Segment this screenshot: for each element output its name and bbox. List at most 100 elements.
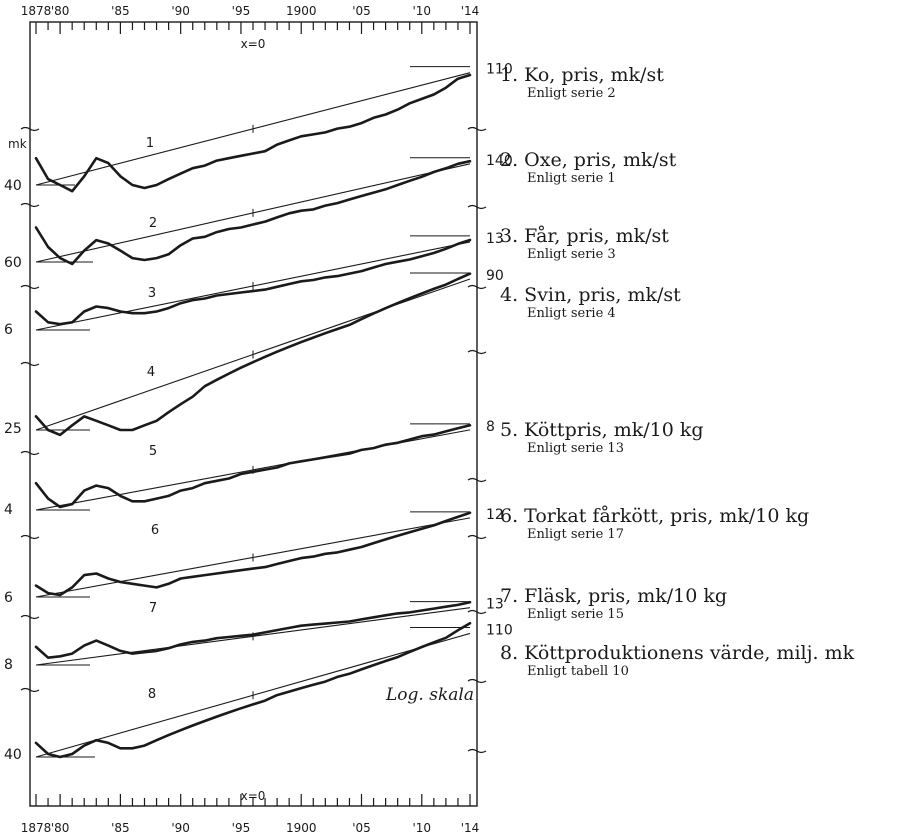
legend-title-3-text: Får, pris, mk/st (524, 225, 669, 247)
legend-title-6: 6. Torkat fårkött, pris, mk/10 kg (500, 505, 810, 527)
x-tick-label-top: '14 (461, 4, 480, 18)
legend-source-4: Enligt serie 4 (527, 306, 616, 321)
x-tick-label-bottom: '05 (352, 821, 371, 835)
right-value-8: 110 (486, 622, 513, 638)
right-break-tick (467, 678, 487, 684)
right-break-tick (467, 534, 487, 540)
right-value-7: 13 (486, 597, 504, 613)
series-number-4: 4 (147, 365, 155, 380)
x-tick-label-bottom: '90 (171, 821, 190, 835)
legend-item-7: 7. Fläsk, pris, mk/10 kg Enligt serie 15 (500, 585, 728, 623)
legend-title-4-text: Svin, pris, mk/st (524, 284, 681, 306)
right-value-4: 90 (486, 268, 504, 284)
legend-title-1-text: Ko, pris, mk/st (524, 64, 664, 86)
left-break-tick (20, 126, 40, 132)
legend-item-1: 1. Ko, pris, mk/st Enligt serie 2 (500, 64, 664, 102)
series-line-4 (34, 272, 472, 437)
left-value-6: 6 (4, 590, 13, 606)
right-break-tick (467, 284, 487, 290)
x-tick-label-bottom: 1878 (21, 821, 52, 835)
right-break-tick (467, 126, 487, 132)
left-break-tick (20, 687, 40, 693)
left-break-tick (20, 361, 40, 367)
legend-item-6: 6. Torkat fårkött, pris, mk/10 kg Enligt… (500, 505, 810, 543)
left-value-3: 6 (4, 322, 13, 338)
legend-item-4: 4. Svin, pris, mk/st Enligt serie 4 (500, 284, 681, 322)
left-break-tick (20, 202, 40, 208)
series-number-7: 7 (149, 601, 157, 616)
legend-source-5: Enligt serie 13 (527, 441, 624, 456)
x-tick-label-top: 1878 (21, 4, 52, 18)
right-break-tick (467, 204, 487, 210)
legend-source-8: Enligt tabell 10 (527, 664, 629, 679)
legend-title-8-text: Köttproduktionens värde, milj. mk (524, 642, 855, 664)
series-number-1: 1 (146, 136, 154, 151)
series-number-3: 3 (148, 286, 156, 301)
x-tick-label-bottom: '95 (232, 821, 251, 835)
x-tick-label-bottom: '14 (461, 821, 480, 835)
left-value-4: 25 (4, 421, 22, 437)
legend-title-4: 4. Svin, pris, mk/st (500, 284, 681, 306)
right-break-tick (467, 609, 487, 615)
series-number-2: 2 (149, 216, 157, 231)
left-value-7: 8 (4, 657, 13, 673)
legend-title-5: 5. Köttpris, mk/10 kg (500, 419, 704, 441)
right-value-1: 110 (486, 62, 513, 78)
legend-title-7-text: Fläsk, pris, mk/10 kg (524, 585, 728, 607)
legend-source-6: Enligt serie 17 (527, 527, 624, 542)
right-break-tick (467, 748, 487, 754)
legend-title-6-text: Torkat fårkött, pris, mk/10 kg (524, 505, 810, 527)
series-line-7 (34, 600, 472, 659)
unit-label: mk (8, 137, 27, 151)
legend-title-2: 2. Oxe, pris, mk/st (500, 149, 677, 171)
series-number-8: 8 (148, 687, 156, 702)
left-value-1: 40 (4, 178, 22, 194)
scale-note: Log. skala (385, 685, 474, 705)
right-value-6: 12 (486, 507, 504, 523)
legend-item-5: 5. Köttpris, mk/10 kg Enligt serie 13 (500, 419, 704, 457)
right-value-3: 13 (486, 231, 504, 247)
x-tick-label-bottom: '80 (51, 821, 70, 835)
legend-source-7: Enligt serie 15 (527, 607, 624, 622)
series-line-3 (34, 238, 472, 326)
series-line-1 (34, 73, 472, 193)
legend-item-2: 2. Oxe, pris, mk/st Enligt serie 1 (500, 149, 677, 187)
right-break-tick (467, 477, 487, 483)
legend-title-3: 3. Får, pris, mk/st (500, 225, 669, 247)
legend-title-1: 1. Ko, pris, mk/st (500, 64, 664, 86)
right-value-5: 8 (486, 419, 495, 435)
x-tick-label-top: '90 (171, 4, 190, 18)
series-number-5: 5 (149, 444, 157, 459)
legend-item-8: 8. Köttproduktionens värde, milj. mk Enl… (500, 642, 860, 680)
left-break-tick (20, 534, 40, 540)
x-tick-label-top: 1900 (286, 4, 317, 18)
left-break-tick (20, 284, 40, 290)
left-value-2: 60 (4, 255, 22, 271)
x-tick-label-top: '10 (412, 4, 431, 18)
left-value-5: 4 (4, 502, 13, 518)
legend-source-2: Enligt serie 1 (527, 171, 616, 186)
left-value-8: 40 (4, 747, 22, 763)
x-tick-label-top: '05 (352, 4, 371, 18)
legend-item-3: 3. Får, pris, mk/st Enligt serie 3 (500, 225, 669, 263)
legend-title-8: 8. Köttproduktionens värde, milj. mk (500, 642, 855, 664)
x-tick-label-bottom: '10 (412, 821, 431, 835)
left-break-tick (20, 614, 40, 620)
x-tick-label-top: '85 (111, 4, 130, 18)
legend-title-2-text: Oxe, pris, mk/st (524, 149, 677, 171)
x-tick-label-bottom: '85 (111, 821, 130, 835)
x-zero-label-top: x=0 (241, 37, 266, 51)
x-zero-label-bottom: x=0 (241, 789, 266, 803)
legend-source-1: Enligt serie 2 (527, 86, 616, 101)
right-break-tick (467, 349, 487, 355)
x-tick-label-top: '80 (51, 4, 70, 18)
series-line-5 (34, 424, 472, 509)
legend-title-7: 7. Fläsk, pris, mk/10 kg (500, 585, 728, 607)
left-break-tick (20, 450, 40, 456)
x-tick-label-top: '95 (232, 4, 251, 18)
legend-title-5-text: Köttpris, mk/10 kg (524, 419, 704, 441)
legend-source-3: Enligt serie 3 (527, 247, 616, 262)
series-number-6: 6 (151, 523, 159, 538)
x-tick-label-bottom: 1900 (286, 821, 317, 835)
